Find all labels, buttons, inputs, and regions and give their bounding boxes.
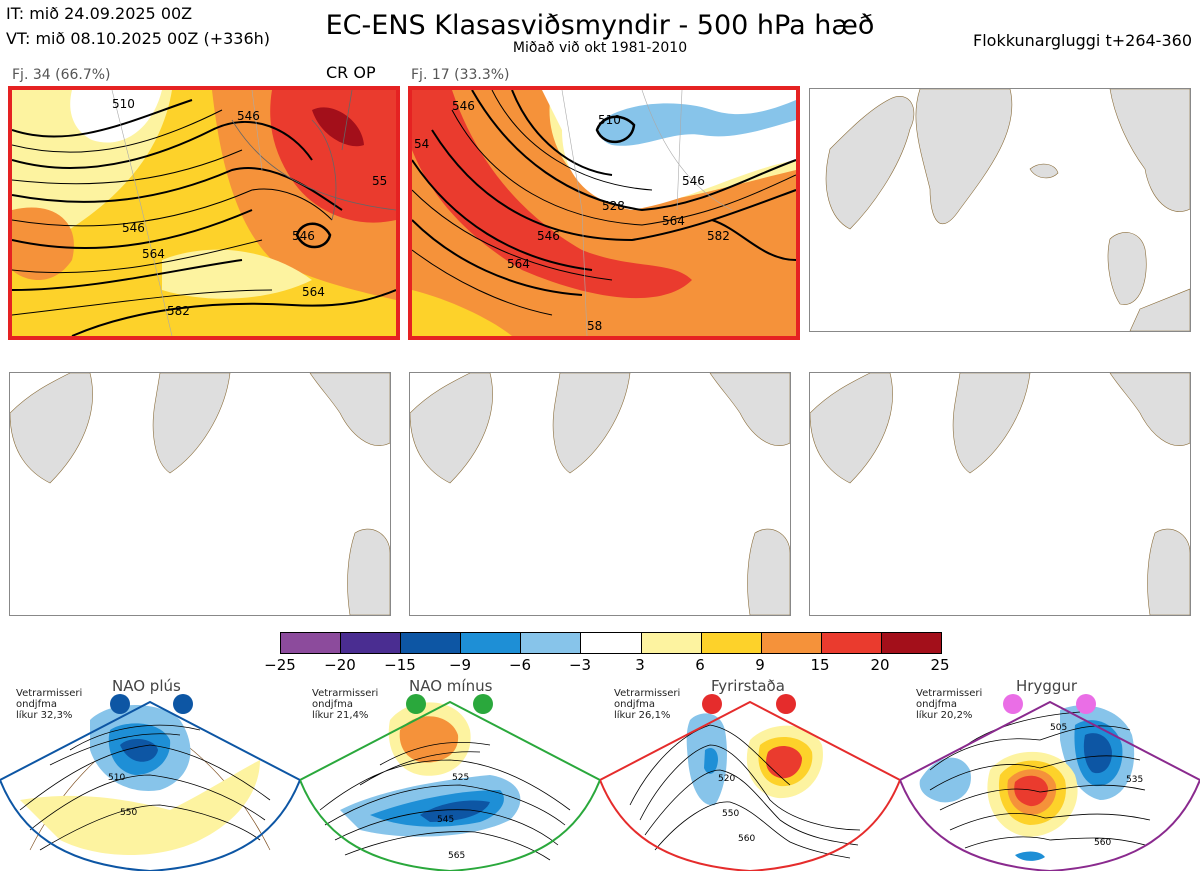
empty-map-6: [809, 372, 1191, 616]
colorbar-swatch: [460, 633, 521, 653]
regime-4-title: Hryggur: [1016, 677, 1078, 695]
regime-1-map: 510 550: [0, 694, 300, 871]
colorbar-tick: −15: [384, 656, 416, 674]
svg-text:546: 546: [122, 221, 145, 235]
svg-text:582: 582: [167, 304, 190, 318]
colorbar-tick: −3: [568, 656, 592, 674]
svg-text:545: 545: [437, 815, 454, 825]
colorbar-swatch: [760, 633, 821, 653]
colorbar-tick: −6: [508, 656, 532, 674]
regime-1-note: Vetrarmisseri ondjfma líkur 32,3%: [16, 688, 83, 721]
regime-3-title: Fyrirstaða: [711, 677, 785, 695]
svg-text:564: 564: [507, 257, 530, 271]
svg-text:546: 546: [452, 99, 475, 113]
colorbar-tick: 6: [695, 656, 705, 674]
svg-text:550: 550: [120, 808, 137, 818]
svg-text:510: 510: [108, 773, 125, 783]
regime-2-map: 525 545 565: [300, 694, 600, 871]
colorbar-swatch: [340, 633, 401, 653]
svg-text:546: 546: [237, 109, 260, 123]
colorbar-swatch: [700, 633, 761, 653]
page-subtitle: Miðað við okt 1981-2010: [512, 40, 688, 56]
svg-text:560: 560: [738, 834, 755, 844]
regime-3-note: Vetrarmisseri ondjfma líkur 26,1%: [614, 688, 681, 721]
colorbar-swatch: [281, 633, 341, 653]
svg-text:565: 565: [448, 851, 465, 861]
regime-2-title: NAO mínus: [409, 677, 493, 695]
page-title: EC-ENS Klasasviðsmyndir - 500 hPa hæð: [325, 10, 875, 41]
cluster-map-1: 546 546 564 564 582 55 510 546: [8, 86, 400, 340]
regime-3-map: 520 550 560: [600, 694, 900, 871]
colorbar-tick: 3: [635, 656, 645, 674]
svg-text:505: 505: [1050, 723, 1067, 733]
svg-text:510: 510: [598, 113, 621, 127]
svg-text:582: 582: [707, 229, 730, 243]
svg-text:55: 55: [372, 174, 387, 188]
cluster-map-2: 546 510 528 546 564 582 546 564 58 54: [408, 86, 800, 340]
regime-1-title: NAO plús: [112, 677, 181, 695]
colorbar-swatch: [580, 633, 641, 653]
svg-text:564: 564: [142, 247, 165, 261]
svg-text:520: 520: [718, 774, 735, 784]
regime-4-note: Vetrarmisseri ondjfma líkur 20,2%: [916, 688, 983, 721]
anomaly-colorbar: [280, 632, 942, 654]
colorbar-swatch: [640, 633, 701, 653]
svg-text:564: 564: [662, 214, 685, 228]
svg-text:564: 564: [302, 285, 325, 299]
classification-window: Flokkunargluggi t+264-360: [973, 31, 1192, 50]
colorbar-tick: −20: [324, 656, 356, 674]
svg-text:546: 546: [682, 174, 705, 188]
svg-text:560: 560: [1094, 838, 1111, 848]
colorbar-swatch: [880, 633, 942, 653]
svg-text:546: 546: [537, 229, 560, 243]
panel-1-tag: CR OP: [326, 63, 376, 82]
colorbar-swatch: [520, 633, 581, 653]
init-time: IT: mið 24.09.2025 00Z: [6, 4, 193, 23]
empty-map-3: [809, 88, 1191, 332]
regime-2-note: Vetrarmisseri ondjfma líkur 21,4%: [312, 688, 379, 721]
svg-text:510: 510: [112, 97, 135, 111]
colorbar-swatch: [400, 633, 461, 653]
empty-map-5: [409, 372, 791, 616]
colorbar-tick: 25: [930, 656, 950, 674]
colorbar-tick: 9: [755, 656, 765, 674]
valid-time: VT: mið 08.10.2025 00Z (+336h): [6, 29, 271, 48]
regime-4-map: 505 535 560: [900, 694, 1200, 871]
svg-text:58: 58: [587, 319, 602, 333]
colorbar-tick: −9: [448, 656, 472, 674]
panel-2-label: Fj. 17 (33.3%): [411, 67, 510, 83]
colorbar-tick: 15: [810, 656, 830, 674]
svg-text:535: 535: [1126, 775, 1143, 785]
svg-text:550: 550: [722, 809, 739, 819]
empty-map-4: [9, 372, 391, 616]
svg-text:525: 525: [452, 773, 469, 783]
colorbar-swatch: [820, 633, 881, 653]
svg-text:546: 546: [292, 229, 315, 243]
svg-text:528: 528: [602, 199, 625, 213]
colorbar-tick: 20: [870, 656, 890, 674]
panel-1-label: Fj. 34 (66.7%): [12, 67, 111, 83]
svg-text:54: 54: [414, 137, 429, 151]
colorbar-tick: −25: [264, 656, 296, 674]
